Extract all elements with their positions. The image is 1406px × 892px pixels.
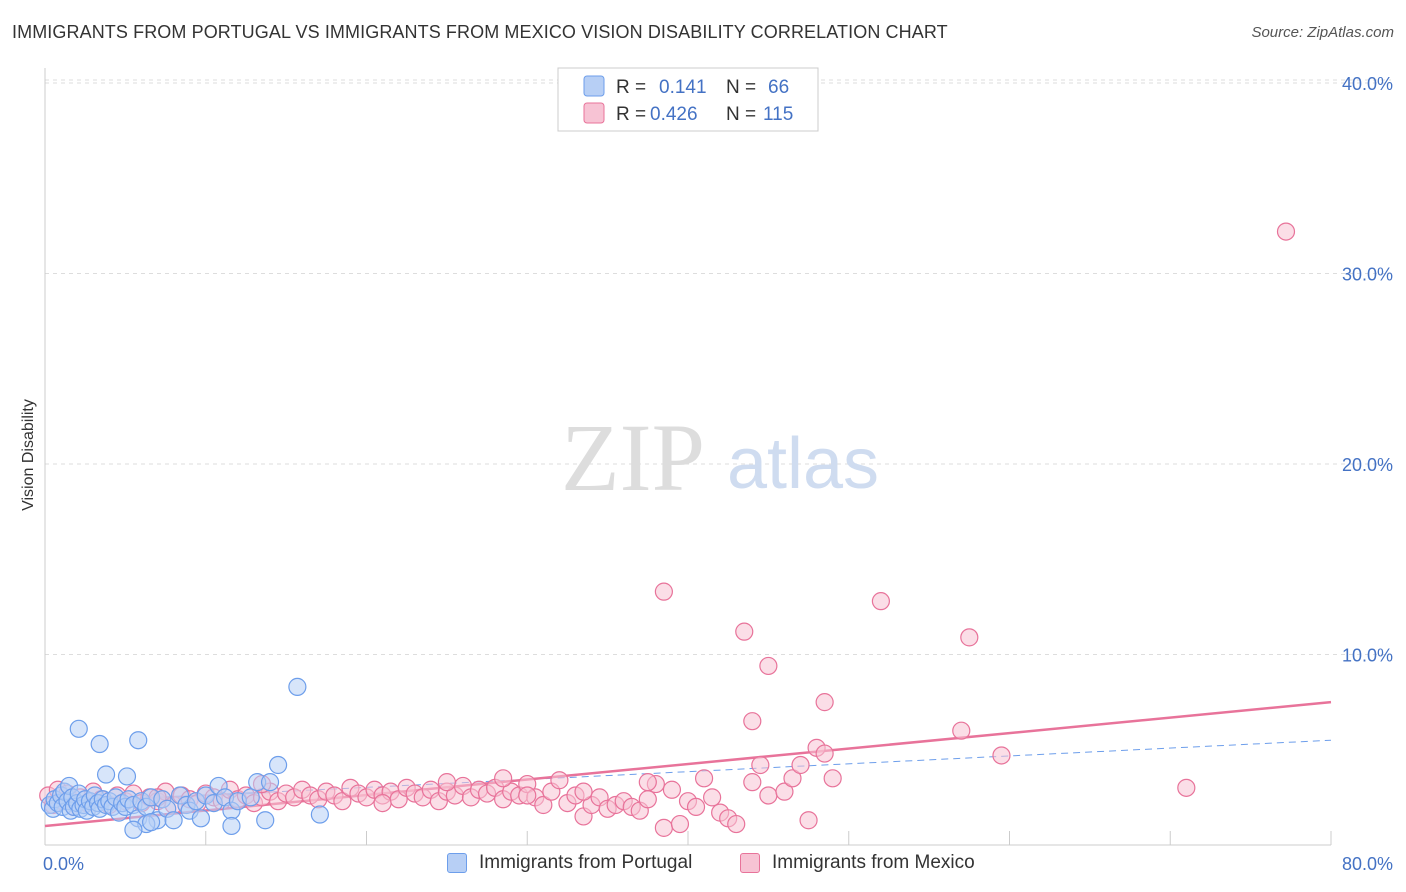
- data-point-mexico[interactable]: [775, 782, 794, 801]
- y-tick-label: 40.0%: [1342, 74, 1393, 94]
- legend-swatch-mexico: [583, 102, 605, 124]
- data-point-mexico[interactable]: [799, 811, 818, 830]
- data-point-portugal[interactable]: [256, 811, 275, 830]
- bottom-legend-item-portugal[interactable]: Immigrants from Portugal: [447, 852, 692, 874]
- data-point-mexico[interactable]: [550, 771, 569, 790]
- data-point-mexico[interactable]: [333, 792, 352, 811]
- data-point-portugal[interactable]: [260, 773, 280, 792]
- data-point-mexico[interactable]: [654, 582, 673, 601]
- data-point-mexico[interactable]: [703, 788, 722, 807]
- data-point-portugal[interactable]: [288, 677, 307, 696]
- data-point-portugal[interactable]: [90, 734, 109, 754]
- y-tick-label: 20.0%: [1342, 455, 1393, 475]
- data-point-mexico[interactable]: [727, 814, 746, 834]
- data-point-portugal[interactable]: [129, 731, 148, 750]
- data-point-mexico[interactable]: [759, 656, 778, 676]
- data-point-mexico[interactable]: [694, 769, 714, 788]
- legend: R = 0.141 N = 66 R = 0.426 N = 115: [557, 67, 819, 132]
- legend-n-label: N =: [726, 77, 756, 98]
- data-point-portugal[interactable]: [69, 719, 88, 738]
- gridlines: [45, 79, 1391, 655]
- data-point-mexico[interactable]: [654, 818, 673, 837]
- data-point-mexico[interactable]: [1276, 222, 1296, 241]
- data-point-mexico[interactable]: [437, 773, 456, 792]
- legend-n-label: N =: [726, 104, 756, 125]
- data-point-portugal[interactable]: [310, 805, 329, 824]
- data-point-mexico[interactable]: [871, 592, 891, 611]
- data-point-mexico[interactable]: [743, 773, 762, 792]
- watermark-atlas: atlas: [727, 424, 879, 504]
- data-point-mexico[interactable]: [494, 769, 513, 788]
- data-point-mexico[interactable]: [735, 622, 754, 641]
- data-point-portugal[interactable]: [222, 816, 241, 836]
- legend-n-value-mexico: 115: [763, 104, 793, 125]
- data-point-mexico[interactable]: [373, 793, 392, 813]
- data-point-mexico[interactable]: [815, 693, 834, 712]
- data-point-mexico[interactable]: [823, 769, 842, 788]
- series-mexico-points: [39, 222, 1296, 837]
- bottom-legend-item-mexico[interactable]: Immigrants from Mexico: [740, 852, 975, 874]
- data-point-portugal[interactable]: [164, 811, 183, 830]
- x-tick-label: 0.0%: [43, 854, 84, 874]
- bottom-legend-label-portugal: Immigrants from Portugal: [479, 852, 693, 873]
- data-point-portugal[interactable]: [191, 809, 211, 828]
- bottom-legend-label-mexico: Immigrants from Mexico: [772, 852, 975, 873]
- series-portugal-points: [40, 677, 329, 839]
- data-point-portugal[interactable]: [268, 755, 288, 775]
- data-point-mexico[interactable]: [743, 712, 762, 731]
- data-point-portugal[interactable]: [96, 765, 116, 784]
- data-point-mexico[interactable]: [1177, 778, 1196, 797]
- data-point-mexico[interactable]: [791, 755, 810, 775]
- watermark: ZIP atlas: [561, 404, 879, 511]
- legend-n-value-portugal: 66: [768, 77, 789, 98]
- data-point-mexico[interactable]: [574, 782, 593, 801]
- source-label: Source: ZipAtlas.com: [1251, 24, 1394, 41]
- bottom-legend-swatch-mexico: [740, 853, 760, 873]
- data-point-mexico[interactable]: [534, 795, 553, 815]
- data-point-mexico[interactable]: [751, 755, 770, 775]
- axes: [44, 68, 1332, 846]
- legend-r-value-mexico: 0.426: [650, 104, 698, 125]
- data-point-mexico[interactable]: [686, 797, 706, 817]
- x-tick-label: 80.0%: [1342, 854, 1393, 874]
- data-point-portugal[interactable]: [124, 820, 143, 839]
- data-point-portugal[interactable]: [141, 813, 161, 832]
- legend-r-label: R =: [616, 77, 646, 98]
- legend-swatch-portugal: [583, 75, 605, 97]
- y-tick-label: 30.0%: [1342, 265, 1393, 285]
- bottom-legend-swatch-portugal: [447, 853, 467, 873]
- data-point-portugal[interactable]: [241, 788, 260, 807]
- legend-r-value-portugal: 0.141: [659, 77, 707, 98]
- data-point-mexico[interactable]: [662, 780, 682, 799]
- legend-r-label: R =: [616, 104, 646, 125]
- data-point-mexico[interactable]: [952, 721, 971, 740]
- data-point-mexico[interactable]: [960, 628, 979, 647]
- y-tick-label: 10.0%: [1342, 646, 1393, 666]
- data-point-portugal[interactable]: [117, 767, 137, 786]
- bottom-legend: Immigrants from Portugal Immigrants from…: [0, 852, 1406, 878]
- data-point-mexico[interactable]: [815, 744, 834, 763]
- data-point-mexico[interactable]: [783, 769, 802, 788]
- data-point-mexico[interactable]: [518, 786, 537, 805]
- data-point-mexico[interactable]: [638, 773, 657, 792]
- data-point-mexico[interactable]: [759, 786, 778, 805]
- data-point-mexico[interactable]: [638, 790, 657, 809]
- data-point-mexico[interactable]: [670, 814, 690, 834]
- tick-labels: 10.0% 20.0% 30.0% 40.0% 0.0% 80.0%: [43, 74, 1393, 874]
- watermark-zip: ZIP: [561, 404, 705, 511]
- data-point-mexico[interactable]: [992, 746, 1011, 765]
- chart-title: IMMIGRANTS FROM PORTUGAL VS IMMIGRANTS F…: [12, 22, 948, 42]
